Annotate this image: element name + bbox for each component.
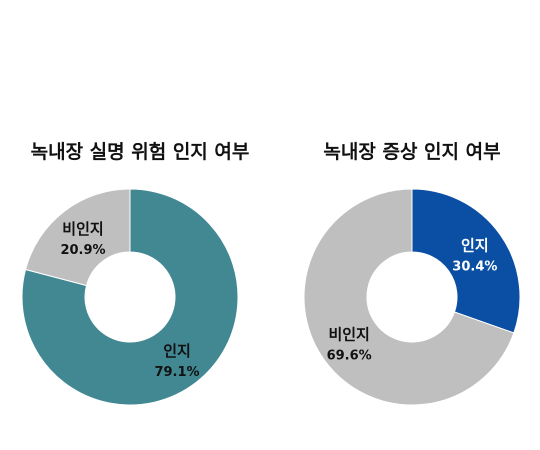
donut-1-slice-unaware	[303, 188, 515, 406]
donut-0-slice-unaware-label: 비인지	[62, 220, 103, 238]
donut-0-slice-aware-value: 79.1%	[154, 365, 199, 380]
donut-symptom: 인지 30.4% 비인지 69.6%	[303, 188, 521, 406]
donut-1-slice-aware	[411, 188, 521, 334]
donut-0-slice-unaware	[24, 188, 131, 287]
donut-1-slice-unaware-value: 69.6%	[327, 348, 372, 363]
donut-blindness-risk: 인지 79.1% 비인지 20.9%	[21, 188, 239, 406]
donut-0-slice-unaware-value: 20.9%	[60, 243, 105, 258]
donut-1-slice-aware-label: 인지	[461, 237, 489, 255]
donut-1-slice-unaware-label: 비인지	[328, 325, 369, 343]
donut-0-slice-aware	[21, 188, 239, 406]
chart-title-blindness-risk: 녹내장 실명 위험 인지 여부	[31, 141, 250, 163]
donut-1-slice-aware-value: 30.4%	[452, 260, 497, 275]
donut-0-slice-aware-label: 인지	[163, 342, 191, 360]
chart-title-symptom: 녹내장 증상 인지 여부	[323, 141, 500, 163]
